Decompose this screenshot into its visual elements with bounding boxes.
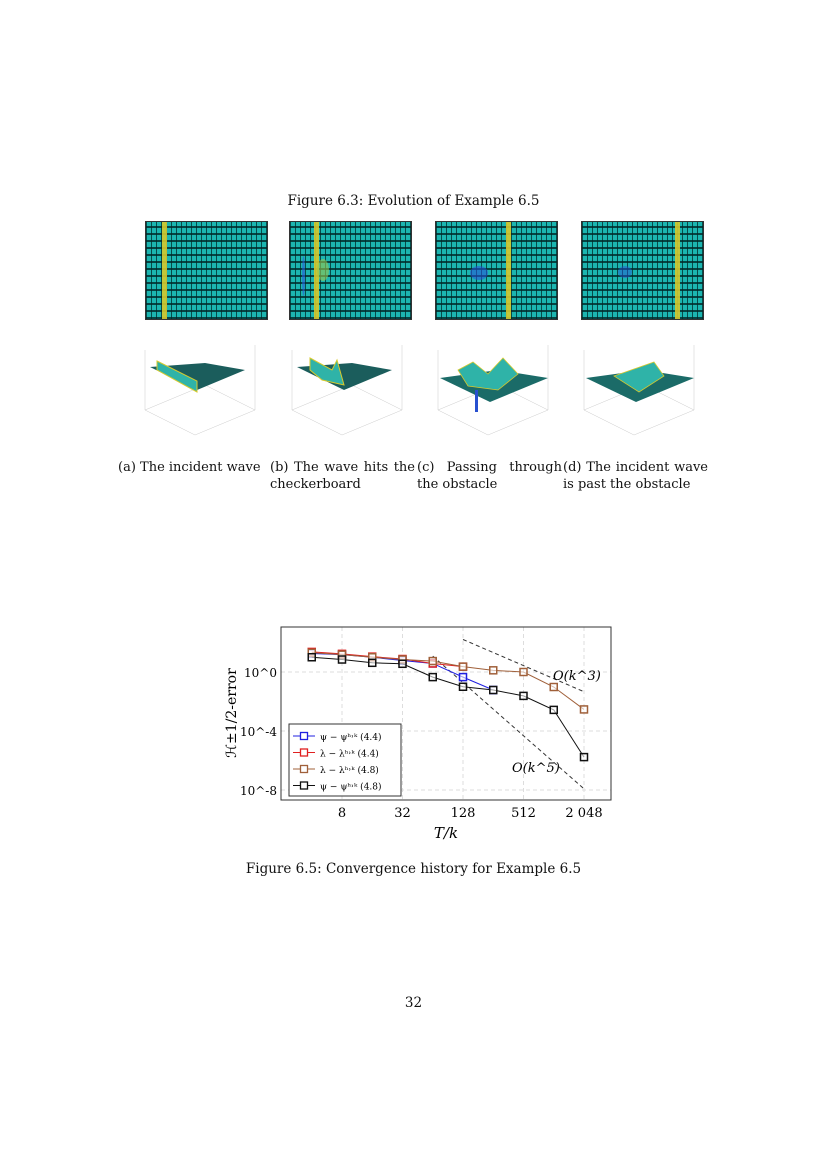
legend-label: λ − λʰ˒ᵏ (4.8)	[320, 765, 379, 776]
figure-6-5-caption: Figure 6.5: Convergence history for Exam…	[245, 861, 582, 877]
series-line	[311, 656, 585, 758]
y-tick-label: 10^-4	[240, 725, 277, 739]
heatmap-d	[581, 221, 704, 320]
data-point	[579, 752, 589, 762]
heatmap-c	[435, 221, 558, 320]
heatmap-a	[145, 221, 268, 320]
data-point	[519, 691, 528, 701]
reference-label: O(k^5)	[512, 761, 560, 776]
x-tick-label: 2 048	[565, 806, 602, 821]
convergence-chart: 8 32 128 512 2 048 10^0 10^-4 10^-8 T/k ℋ±1/2-err…	[224, 626, 612, 842]
surface-plot-a	[144, 345, 256, 436]
data-point	[428, 672, 437, 682]
surface-plot-b	[291, 345, 403, 436]
series-line	[311, 651, 464, 668]
x-tick-label: 512	[511, 806, 536, 821]
data-point	[579, 705, 589, 714]
data-point	[458, 662, 468, 671]
legend-marker	[299, 748, 309, 757]
data-point	[489, 666, 498, 675]
x-tick-label: 32	[394, 806, 411, 821]
reference-line	[432, 655, 585, 790]
data-point	[549, 682, 558, 692]
reference-line	[462, 639, 585, 693]
subcaption-b: (b) The wave hits the checkerboard	[270, 460, 415, 492]
reference-label: O(k^3)	[553, 669, 601, 684]
y-tick-label: 10^-8	[240, 784, 277, 798]
subcaption-d: (d) The incident wave is past the obstac…	[563, 460, 708, 492]
legend-marker	[299, 731, 309, 741]
data-point	[307, 653, 316, 662]
legend-label: ψ − ψʰ˒ᵏ (4.4)	[320, 732, 382, 743]
data-point	[458, 672, 468, 682]
plot-frame	[280, 626, 612, 801]
series-line	[311, 652, 585, 710]
data-point	[428, 656, 437, 666]
page-number: 32	[404, 995, 423, 1011]
data-point	[458, 682, 468, 691]
data-point	[337, 655, 347, 664]
heatmap-b	[289, 221, 412, 320]
data-point	[398, 659, 407, 669]
surface-plot-d	[583, 345, 695, 436]
legend-marker	[299, 764, 309, 774]
surface-plot-c	[437, 345, 549, 436]
x-tick-label: 128	[451, 806, 476, 821]
data-point	[368, 658, 377, 668]
legend-marker	[299, 781, 309, 790]
legend-label: ψ − ψʰ˒ᵏ (4.8)	[320, 782, 382, 793]
x-axis-label: T/k	[434, 824, 458, 842]
y-tick-label: 10^0	[244, 666, 277, 680]
figure-6-3-title: Figure 6.3: Evolution of Example 6.5	[287, 193, 540, 209]
data-point	[519, 667, 528, 677]
legend-label: λ − λʰ˒ᵏ (4.4)	[320, 749, 379, 760]
subcaption-a: (a) The incident wave	[118, 460, 261, 475]
subcaption-c: (c) Passing through the obstacle	[417, 460, 562, 492]
x-tick-label: 8	[338, 806, 346, 821]
data-point	[549, 705, 558, 715]
data-point	[489, 685, 498, 695]
y-axis-label: ℋ±1/2-error	[224, 668, 240, 758]
